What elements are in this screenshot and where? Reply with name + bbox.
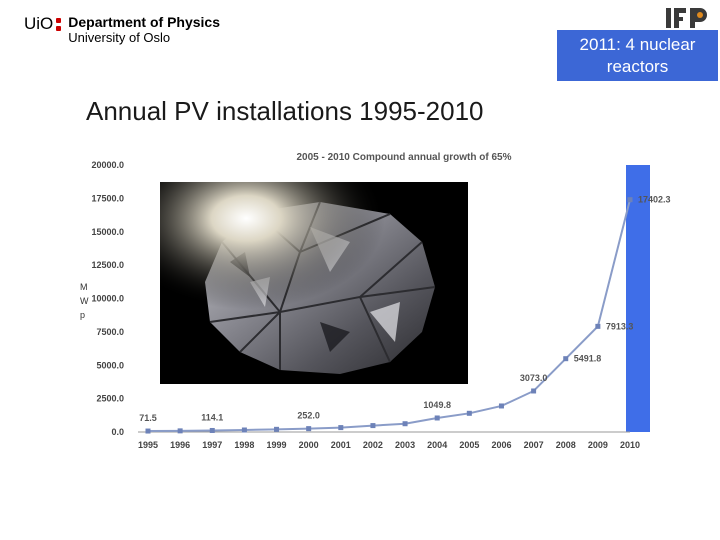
y-tick-label: 0.0 [111,427,124,437]
data-point [466,410,472,416]
data-point [563,356,569,362]
y-axis-label: p [80,310,85,320]
y-tick-label: 10000.0 [91,294,124,304]
y-tick-label: 17500.0 [91,193,124,203]
data-label: 252.0 [297,411,320,421]
y-axis-label: M [80,282,88,292]
data-label: 3073.0 [520,373,548,383]
x-tick-label: 2008 [556,440,576,450]
silicon-rock-image [160,182,468,384]
data-label: 71.5 [139,413,157,423]
data-point [306,426,312,432]
x-tick-label: 2002 [363,440,383,450]
x-tick-label: 2003 [395,440,415,450]
data-label: 7913.3 [606,321,634,331]
data-label: 5491.8 [574,354,602,364]
x-tick-label: 2010 [620,440,640,450]
x-tick-label: 2007 [524,440,544,450]
y-tick-label: 2500.0 [96,394,124,404]
x-tick-label: 2009 [588,440,608,450]
x-tick-label: 1996 [170,440,190,450]
data-point [627,197,633,203]
x-tick-label: 1998 [234,440,254,450]
data-point [402,421,408,427]
y-tick-label: 20000.0 [91,160,124,170]
department-name: Department of Physics [68,14,220,30]
page-title: Annual PV installations 1995-2010 [86,96,484,126]
data-point [177,428,183,434]
data-point [145,428,151,434]
data-label: 17402.3 [638,195,671,205]
chart-title: 2005 - 2010 Compound annual growth of 65… [296,152,511,163]
data-point [274,426,280,432]
data-point [209,427,215,433]
x-tick-label: 2006 [491,440,511,450]
data-point [370,423,376,429]
y-axis-label: W [80,296,89,306]
x-tick-label: 2005 [459,440,479,450]
x-tick-label: 2004 [427,440,447,450]
highlight-bar [626,165,650,432]
data-point [434,415,440,421]
uio-logo: UiO Department of Physics University of … [24,14,220,46]
data-label: 1049.8 [423,400,451,410]
y-tick-label: 15000.0 [91,227,124,237]
x-tick-label: 2000 [299,440,319,450]
x-tick-label: 1997 [202,440,222,450]
data-point [531,388,537,394]
uio-dots-icon [56,18,62,34]
pv-installations-chart: 2005 - 2010 Compound annual growth of 65… [80,152,671,450]
y-tick-label: 5000.0 [96,360,124,370]
data-point [595,323,601,329]
data-point [498,403,504,409]
x-tick-label: 2001 [331,440,351,450]
uio-mark: UiO [24,14,54,33]
university-name: University of Oslo [68,30,171,45]
data-point [241,427,247,433]
data-point [338,425,344,431]
series-line [147,199,631,433]
data-label: 114.1 [201,412,223,422]
x-tick-label: 1999 [267,440,287,450]
ifp-logo-icon [666,8,707,28]
x-tick-label: 1995 [138,440,158,450]
callout-box: 2011: 4 nuclear reactors [557,30,718,81]
y-tick-label: 12500.0 [91,260,124,270]
y-tick-label: 7500.0 [96,327,124,337]
